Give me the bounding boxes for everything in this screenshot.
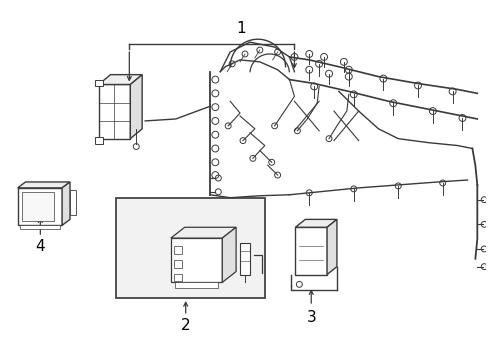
Polygon shape (170, 227, 236, 238)
Polygon shape (18, 182, 70, 188)
Text: 4: 4 (36, 239, 45, 255)
Bar (95, 80, 102, 86)
Bar (295, 227, 326, 275)
Polygon shape (130, 75, 142, 139)
Polygon shape (99, 75, 142, 85)
Bar (95, 137, 102, 144)
Bar (173, 246, 182, 254)
Text: 3: 3 (305, 310, 315, 325)
Polygon shape (326, 219, 336, 275)
Polygon shape (222, 227, 236, 282)
Polygon shape (295, 219, 336, 227)
Bar (240, 243, 249, 275)
Bar (20, 225, 60, 229)
Bar (18, 188, 62, 225)
Polygon shape (62, 182, 70, 225)
Bar (173, 274, 182, 282)
Bar (21, 192, 54, 221)
Bar (173, 260, 182, 267)
Text: 1: 1 (236, 21, 246, 36)
Bar (70, 190, 76, 215)
Bar (116, 198, 264, 298)
Bar (170, 238, 222, 282)
Text: 2: 2 (181, 318, 190, 333)
Bar (99, 85, 130, 139)
Bar (174, 282, 218, 288)
